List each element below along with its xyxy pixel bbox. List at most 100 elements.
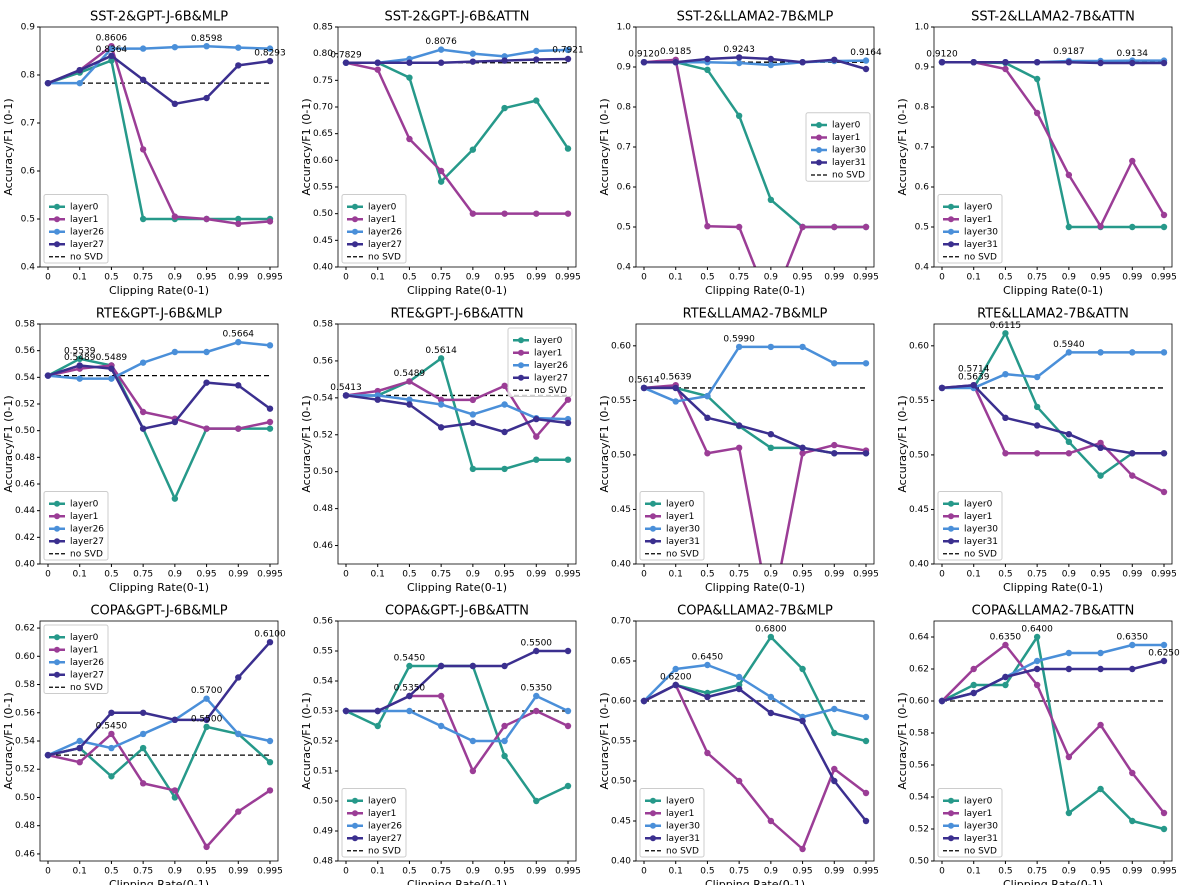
plot-area: [342, 355, 572, 473]
x-tick-label: 0.9: [466, 867, 481, 877]
data-point: [108, 744, 115, 752]
data-point: [1002, 59, 1009, 66]
legend-label: layer31: [964, 834, 998, 844]
y-tick-label: 0.60: [909, 341, 929, 351]
y-tick-label: 0.60: [313, 156, 333, 166]
legend-label: no SVD: [70, 549, 103, 559]
y-axis-label: Accuracy/F1 (0-1): [2, 692, 15, 789]
x-tick-label: 0.75: [1027, 273, 1047, 283]
legend-marker: [352, 228, 358, 235]
series-line: [644, 56, 867, 71]
annotation: 0.8293: [254, 48, 286, 58]
y-tick-label: 0.50: [909, 857, 929, 867]
legend-marker: [352, 241, 358, 248]
series-line: [942, 351, 1164, 390]
legend-label: layer0: [964, 499, 993, 509]
legend-label: layer31: [964, 240, 998, 250]
y-tick-label: 0.8: [915, 103, 930, 113]
legend-box: [43, 491, 109, 561]
legend-marker: [518, 349, 524, 356]
data-point: [374, 59, 381, 66]
data-point: [266, 418, 274, 426]
subplot: COPA&LLAMA2-7B&MLP Clipping Rate(0-1) Accu…: [598, 604, 879, 885]
x-tick-label: 0: [343, 867, 349, 877]
data-point: [266, 45, 274, 52]
legend-marker: [816, 122, 822, 128]
y-tick-label: 0.50: [611, 450, 631, 460]
data-point: [374, 66, 381, 73]
legend: layer0 layer1 layer30 layer31 no SVD: [805, 112, 871, 182]
legend-marker: [948, 822, 954, 829]
chart-title: SST-2&GPT-J-6B&ATTN: [384, 10, 529, 25]
legend-label: layer26: [368, 227, 402, 237]
y-tick-label: 0.40: [611, 857, 631, 867]
data-point: [831, 765, 838, 773]
data-point: [672, 59, 679, 66]
data-point: [235, 730, 242, 738]
series-line: [47, 44, 271, 226]
data-point: [767, 343, 775, 351]
data-point: [1002, 65, 1009, 73]
plot-frame: [635, 323, 875, 565]
x-tick-label: 0.75: [729, 867, 749, 877]
chart-title: COPA&GPT-J-6B&MLP: [90, 604, 227, 619]
data-point: [970, 665, 977, 673]
y-tick-label: 0.50: [313, 209, 333, 219]
y-tick-label: 0.60: [909, 697, 929, 707]
x-tick-label: 0: [343, 273, 349, 283]
series-line: [643, 345, 866, 403]
annotation: 0.6800: [755, 625, 787, 635]
x-tick-label: 0.1: [669, 867, 683, 877]
annotation: 0.8606: [96, 33, 128, 43]
data-point: [735, 54, 743, 61]
data-point: [1097, 785, 1104, 793]
data-point: [501, 104, 508, 112]
legend-label: layer26: [70, 658, 104, 668]
y-tick-label: 0.70: [611, 617, 631, 627]
data-point: [171, 787, 179, 794]
data-point: [1065, 665, 1073, 673]
data-point: [1033, 665, 1041, 673]
legend-marker: [54, 513, 60, 520]
data-point: [564, 456, 572, 463]
y-tick-label: 0.44: [15, 506, 35, 516]
legend-label: layer0: [368, 202, 397, 212]
data-point: [799, 845, 806, 853]
data-point: [862, 65, 870, 73]
data-point: [533, 433, 540, 440]
data-point: [1097, 59, 1104, 67]
data-point: [1097, 649, 1104, 657]
x-tick-label: 0.9: [1062, 867, 1077, 877]
data-point: [171, 495, 179, 502]
series-line: [942, 332, 1164, 477]
data-point: [501, 737, 508, 745]
data-point: [469, 737, 477, 745]
y-tick-label: 0.65: [313, 129, 333, 139]
data-point: [735, 444, 743, 452]
data-point: [406, 59, 413, 66]
data-point: [342, 59, 350, 66]
y-tick-label: 0.6: [617, 183, 632, 193]
x-tick-label: 0.95: [793, 273, 813, 283]
legend-marker: [816, 147, 822, 153]
legend: layer0 layer1 layer30 layer31 no SVD: [937, 194, 1003, 264]
data-point: [1129, 817, 1136, 825]
annotation: 0.9134: [1117, 49, 1149, 59]
plot-area: [44, 638, 274, 851]
data-point: [171, 100, 179, 108]
y-tick-label: 0.50: [313, 467, 333, 477]
x-tick-label: 0.95: [197, 273, 217, 283]
data-point: [437, 662, 445, 670]
y-tick-label: 0.4: [21, 263, 36, 273]
data-point: [564, 210, 572, 217]
y-tick-label: 0.50: [611, 777, 631, 787]
y-tick-label: 0.56: [15, 708, 35, 718]
data-point: [1160, 657, 1168, 665]
y-tick-label: 0.55: [909, 396, 929, 406]
data-point: [1065, 753, 1073, 761]
data-point: [1160, 825, 1168, 833]
series-line: [941, 643, 1165, 814]
data-point: [799, 444, 806, 452]
x-tick-label: 0.5: [998, 273, 1012, 283]
